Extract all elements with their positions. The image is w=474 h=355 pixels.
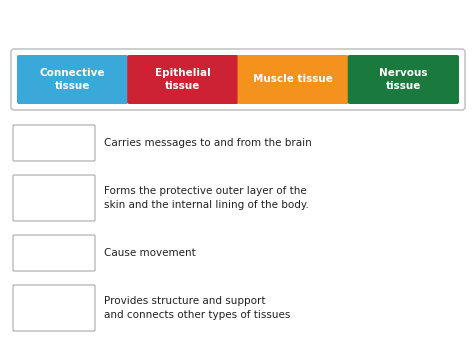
FancyBboxPatch shape [13, 285, 95, 331]
FancyBboxPatch shape [11, 49, 465, 110]
Text: Carries messages to and from the brain: Carries messages to and from the brain [104, 138, 312, 148]
FancyBboxPatch shape [17, 55, 128, 104]
Text: Nervous
tissue: Nervous tissue [379, 68, 428, 91]
FancyBboxPatch shape [237, 55, 349, 104]
FancyBboxPatch shape [13, 175, 95, 221]
FancyBboxPatch shape [348, 55, 459, 104]
FancyBboxPatch shape [127, 55, 238, 104]
Text: Epithelial
tissue: Epithelial tissue [155, 68, 211, 91]
Text: Forms the protective outer layer of the
skin and the internal lining of the body: Forms the protective outer layer of the … [104, 186, 309, 209]
Text: Provides structure and support
and connects other types of tissues: Provides structure and support and conne… [104, 296, 291, 320]
Text: Muscle tissue: Muscle tissue [253, 75, 333, 84]
FancyBboxPatch shape [13, 125, 95, 161]
FancyBboxPatch shape [13, 235, 95, 271]
Text: Connective
tissue: Connective tissue [40, 68, 105, 91]
Text: Cause movement: Cause movement [104, 248, 196, 258]
